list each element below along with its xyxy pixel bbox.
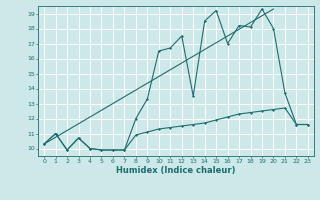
- X-axis label: Humidex (Indice chaleur): Humidex (Indice chaleur): [116, 166, 236, 175]
